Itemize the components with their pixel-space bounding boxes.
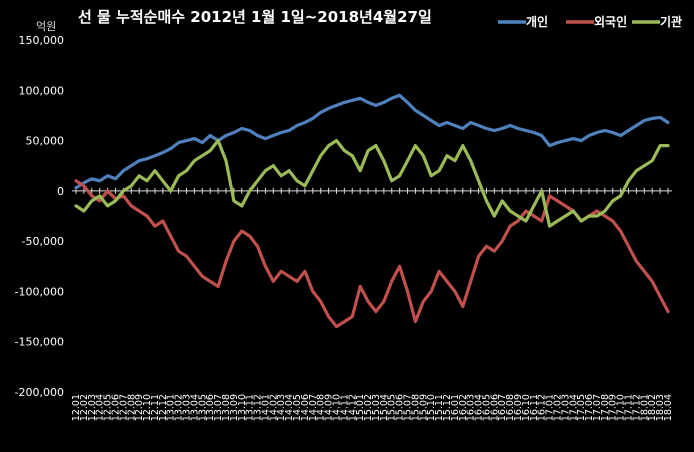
y-tick-label: 0	[57, 185, 64, 198]
x-tick-label: 16.12	[537, 394, 548, 421]
y-axis: 150,000 100,000 50,000 0 -50,000 -100,000 -150…	[15, 34, 64, 399]
chart-title: 선 물 누적순매수 2012년 1월 1일~2018년4월27일	[78, 8, 432, 26]
x-tick-label: 16.04	[474, 394, 485, 421]
x-tick-label: 15.08	[410, 394, 421, 421]
x-tick-label: 16.09	[513, 394, 524, 421]
y-tick-label: 100,000	[19, 84, 65, 97]
x-tick-label: 15.05	[387, 394, 398, 421]
x-tick-label: 16.10	[521, 394, 532, 421]
y-tick-label: -50,000	[22, 235, 64, 248]
x-tick-label: 12.10	[142, 394, 153, 421]
x-tick-label: 12.04	[95, 394, 106, 421]
x-tick-label: 14.06	[300, 394, 311, 421]
legend-label: 개인	[526, 14, 548, 29]
x-tick-label: 18.01	[639, 394, 650, 421]
x-tick-label: 16.07	[497, 394, 508, 421]
x-tick-label: 16.02	[458, 394, 469, 421]
x-tick-label: 13.11	[245, 394, 256, 421]
x-tick-label: 15.04	[379, 394, 390, 421]
x-tick-label: 17.09	[608, 394, 619, 421]
x-tick-label: 14.10	[331, 394, 342, 421]
x-tick-label: 14.01	[260, 394, 271, 421]
x-tick-label: 12.06	[110, 394, 121, 421]
x-tick-label: 15.09	[418, 394, 429, 421]
x-tick-label: 14.07	[308, 394, 319, 421]
x-tick-label: 13.06	[205, 394, 216, 421]
x-tick-label: 15.12	[442, 394, 453, 421]
y-tick-label: -200,000	[15, 386, 64, 399]
x-tick-label: 15.03	[371, 394, 382, 421]
x-tick-label: 12.01	[71, 394, 82, 421]
unit-label: 억원	[36, 20, 56, 33]
x-tick-label: 13.03	[182, 394, 193, 421]
legend-label: 기관	[660, 14, 682, 29]
x-tick-label: 12.03	[87, 394, 98, 421]
plot-area	[74, 93, 670, 329]
x-tick-label: 14.11	[339, 394, 350, 421]
x-tick-label: 16.05	[481, 394, 492, 421]
x-tick-label: 14.04	[284, 394, 295, 421]
x-tick-label: 17.11	[624, 394, 635, 421]
x-tick-label: 14.02	[268, 394, 279, 421]
series-line-2	[74, 139, 670, 228]
x-tick-label: 16.01	[450, 394, 461, 421]
x-tick-label: 16.11	[529, 394, 540, 421]
x-tick-label: 17.05	[576, 394, 587, 421]
x-tick-label: 13.01	[166, 394, 177, 421]
x-tick-label: 17.06	[584, 394, 595, 421]
y-tick-label: -100,000	[15, 285, 64, 298]
x-tick-label: 15.06	[395, 394, 406, 421]
x-tick-label: 14.12	[347, 394, 358, 421]
x-tick-label: 13.08	[221, 394, 232, 421]
x-tick-label: 13.02	[174, 394, 185, 421]
x-tick-label: 13.10	[237, 394, 248, 421]
x-tick-label: 12.12	[158, 394, 169, 421]
x-tick-label: 12.09	[134, 394, 145, 421]
x-tick-label: 17.10	[616, 394, 627, 421]
y-tick-label: -150,000	[15, 336, 64, 349]
y-tick-label: 150,000	[19, 34, 65, 47]
x-tick-label: 13.07	[213, 394, 224, 421]
x-tick-label: 18.04	[663, 394, 674, 421]
x-tick-label: 16.08	[505, 394, 516, 421]
x-tick-label: 17.04	[568, 394, 579, 421]
x-tick-label: 12.02	[79, 394, 90, 421]
x-tick-label: 17.01	[545, 394, 556, 421]
x-tick-label: 12.07	[118, 394, 129, 421]
x-tick-label: 18.02	[647, 394, 658, 421]
x-tick-label: 13.05	[197, 394, 208, 421]
x-tick-label: 12.05	[103, 394, 114, 421]
x-tick-label: 15.02	[363, 394, 374, 421]
x-tick-label: 13.12	[253, 394, 264, 421]
legend: 개인 외국인 기관	[498, 14, 682, 29]
x-tick-label: 14.08	[316, 394, 327, 421]
x-tick-label: 14.03	[276, 394, 287, 421]
x-tick-label: 17.03	[560, 394, 571, 421]
x-tick-label: 13.04	[189, 394, 200, 421]
x-tick-label: 17.02	[552, 394, 563, 421]
x-tick-label: 18.03	[655, 394, 666, 421]
x-tick-label: 17.08	[600, 394, 611, 421]
y-tick-label: 50,000	[26, 135, 65, 148]
series-line-1	[74, 179, 670, 329]
x-axis: 12.0112.0212.0312.0412.0512.0612.0712.08…	[71, 187, 674, 421]
x-tick-label: 13.09	[229, 394, 240, 421]
x-tick-label: 15.10	[426, 394, 437, 421]
x-tick-label: 15.01	[355, 394, 366, 421]
x-tick-label: 15.07	[403, 394, 414, 421]
x-tick-label: 16.06	[489, 394, 500, 421]
x-tick-label: 14.09	[324, 394, 335, 421]
legend-label: 외국인	[594, 14, 627, 29]
x-tick-label: 15.11	[434, 394, 445, 421]
x-tick-label: 17.07	[592, 394, 603, 421]
x-tick-label: 14.05	[292, 394, 303, 421]
x-tick-label: 12.08	[126, 394, 137, 421]
x-tick-label: 16.03	[466, 394, 477, 421]
x-tick-label: 17.12	[631, 394, 642, 421]
series-line-0	[74, 93, 670, 190]
x-tick-label: 12.11	[150, 394, 161, 421]
